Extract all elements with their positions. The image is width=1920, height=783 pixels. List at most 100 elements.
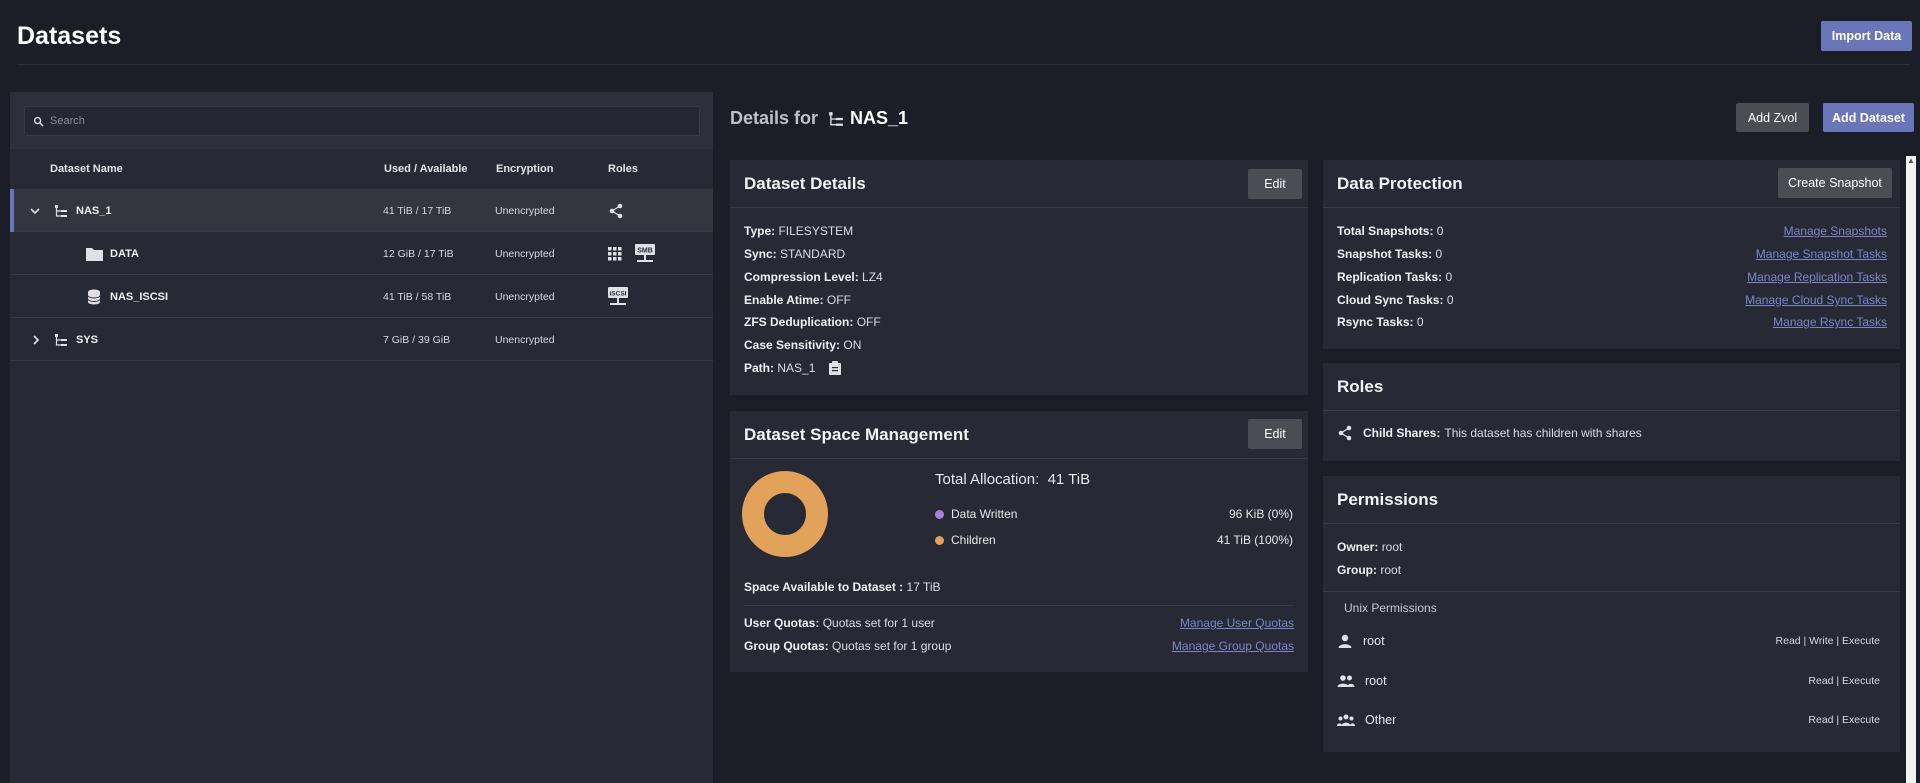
space-management-card: Dataset Space Management Edit Total Allo… — [730, 411, 1308, 672]
create-snapshot-button[interactable]: Create Snapshot — [1778, 168, 1892, 198]
user-quotas: User Quotas: Quotas set for 1 user — [744, 616, 935, 630]
col-roles[interactable]: Roles — [608, 163, 638, 175]
details-dataset-name: NAS_1 — [850, 108, 909, 128]
manage-replication-tasks-link[interactable]: Manage Replication Tasks — [1747, 270, 1887, 284]
col-encryption[interactable]: Encryption — [496, 163, 554, 175]
others-icon — [1337, 714, 1355, 726]
card-title: Data Protection — [1323, 160, 1900, 208]
table-row[interactable]: NAS_1 41 TiB / 17 TiB Unencrypted — [10, 189, 713, 232]
manage-rsync-tasks-link[interactable]: Manage Rsync Tasks — [1773, 315, 1887, 329]
card-title: Dataset Space Management — [730, 411, 1308, 459]
apps-icon — [608, 232, 622, 275]
dataset-tree-icon — [829, 111, 843, 126]
donut-slice-children — [742, 471, 828, 557]
search-input[interactable] — [50, 115, 650, 127]
divider — [744, 605, 1294, 606]
detail-atime: Enable Atime: OFF — [744, 293, 851, 307]
col-used-available[interactable]: Used / Available — [384, 163, 468, 175]
dataset-tree-icon — [54, 189, 68, 232]
dataset-encryption: Unencrypted — [495, 247, 555, 260]
permission-name: root — [1365, 674, 1387, 688]
detail-case-sensitivity: Case Sensitivity: ON — [744, 338, 862, 352]
page-title: Datasets — [17, 22, 122, 50]
manage-user-quotas-link[interactable]: Manage User Quotas — [1179, 616, 1294, 630]
dataset-tree-panel: Dataset Name Used / Available Encryption… — [10, 92, 713, 783]
search-box — [24, 106, 700, 136]
dataset-name: NAS_1 — [76, 204, 112, 217]
dataset-usage: 41 TiB / 58 TiB — [383, 290, 452, 303]
data-protection-card: Data Protection Create Snapshot Total Sn… — [1323, 160, 1900, 349]
iscsi-share-icon: iSCSI — [607, 275, 629, 318]
table-row[interactable]: NAS_ISCSI 41 TiB / 58 TiB Unencrypted iS… — [10, 275, 713, 318]
total-allocation: Total Allocation: 41 TiB — [935, 471, 1091, 488]
manage-snapshot-tasks-link[interactable]: Manage Snapshot Tasks — [1755, 247, 1887, 261]
chevron-right-icon[interactable] — [30, 318, 42, 361]
chevron-down-icon[interactable] — [29, 189, 41, 232]
dataset-tree-icon — [54, 318, 68, 361]
import-data-button[interactable]: Import Data — [1821, 21, 1912, 51]
card-title: Dataset Details — [730, 160, 1308, 208]
search-bar — [10, 92, 713, 149]
folder-icon — [86, 232, 103, 275]
add-zvol-button[interactable]: Add Zvol — [1736, 103, 1809, 132]
table-row[interactable]: SYS 7 GiB / 39 GiB Unencrypted — [10, 318, 713, 361]
iscsi-badge-text: iSCSI — [610, 290, 627, 297]
legend-dot — [935, 535, 944, 545]
space-available: Space Available to Dataset : 17 TiB — [744, 580, 941, 594]
manage-snapshots-link[interactable]: Manage Snapshots — [1783, 224, 1887, 238]
dataset-name: SYS — [76, 333, 99, 346]
selection-indicator — [10, 189, 14, 232]
smb-share-icon: SMB — [634, 232, 656, 275]
legend-dot — [935, 509, 944, 519]
permission-entry: Other Read | Execute — [1337, 708, 1880, 732]
roles-card: Roles Child Shares: This dataset has chi… — [1323, 363, 1900, 461]
scroll-up-icon[interactable]: ▲ — [1907, 156, 1915, 165]
permissions-card: Permissions Owner: root Group: root Unix… — [1323, 476, 1900, 752]
snapshot-tasks: Snapshot Tasks: 0 — [1337, 247, 1443, 261]
dataset-name: NAS_ISCSI — [110, 290, 169, 303]
divider — [1323, 591, 1900, 592]
clipboard-icon[interactable] — [829, 361, 842, 375]
share-icon — [1338, 425, 1352, 441]
permission-name: root — [1363, 634, 1385, 648]
detail-type: Type: FILESYSTEM — [744, 224, 854, 238]
search-icon — [33, 116, 44, 127]
dataset-details-card: Dataset Details Edit Type: FILESYSTEM Sy… — [730, 160, 1308, 395]
col-dataset-name[interactable]: Dataset Name — [50, 163, 123, 175]
total-snapshots: Total Snapshots: 0 — [1337, 224, 1444, 238]
details-title: Details for NAS_1 — [730, 108, 908, 129]
smb-badge-text: SMB — [637, 247, 653, 254]
rsync-tasks: Rsync Tasks: 0 — [1337, 315, 1424, 329]
dataset-usage: 12 GiB / 17 TiB — [383, 247, 454, 260]
manage-cloud-sync-tasks-link[interactable]: Manage Cloud Sync Tasks — [1745, 293, 1887, 307]
add-dataset-button[interactable]: Add Dataset — [1823, 103, 1914, 132]
share-icon — [608, 189, 624, 232]
replication-tasks: Replication Tasks: 0 — [1337, 270, 1453, 284]
detail-path: Path: NAS_1 — [744, 361, 842, 375]
group-icon — [1337, 675, 1355, 687]
legend-data-written: Data Written 96 KiB (0%) — [935, 507, 1293, 521]
details-prefix: Details for — [730, 108, 819, 128]
dataset-usage: 41 TiB / 17 TiB — [383, 204, 452, 217]
child-shares-label: Child Shares: — [1363, 426, 1441, 440]
header-divider — [17, 64, 1910, 65]
unix-permissions-label: Unix Permissions — [1344, 601, 1437, 615]
manage-group-quotas-link[interactable]: Manage Group Quotas — [1171, 639, 1294, 653]
group-row: Group: root — [1337, 563, 1402, 577]
edit-details-button[interactable]: Edit — [1248, 169, 1302, 199]
permission-entry: root Read | Execute — [1337, 669, 1880, 693]
detail-dedup: ZFS Deduplication: OFF — [744, 315, 881, 329]
dataset-encryption: Unencrypted — [495, 333, 555, 346]
dataset-name: DATA — [110, 247, 139, 260]
edit-space-button[interactable]: Edit — [1248, 419, 1302, 449]
permission-value: Read | Write | Execute — [1775, 635, 1880, 647]
group-quotas: Group Quotas: Quotas set for 1 group — [744, 639, 952, 653]
child-shares-row: Child Shares: This dataset has children … — [1337, 425, 1642, 441]
dataset-encryption: Unencrypted — [495, 290, 555, 303]
cloud-sync-tasks: Cloud Sync Tasks: 0 — [1337, 293, 1454, 307]
table-row[interactable]: DATA 12 GiB / 17 TiB Unencrypted SMB — [10, 232, 713, 275]
legend-value: 41 TiB (100%) — [1216, 533, 1293, 547]
scrollbar[interactable] — [1906, 156, 1916, 783]
child-shares-value: This dataset has children with shares — [1444, 426, 1642, 440]
dataset-encryption: Unencrypted — [495, 204, 555, 217]
